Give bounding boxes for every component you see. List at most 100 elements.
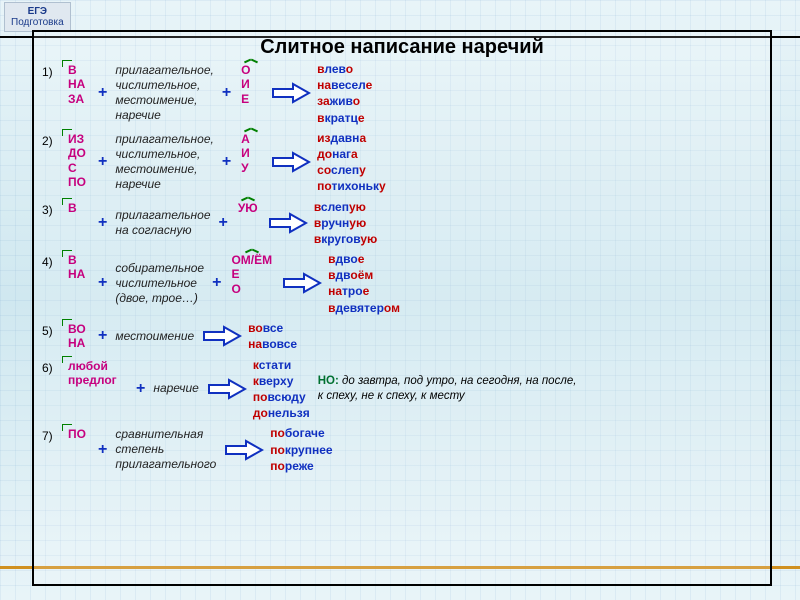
- suffix-box: АИУ: [237, 130, 265, 177]
- suffix-box: УЮ: [234, 199, 262, 217]
- example-word: донельзя: [253, 405, 310, 421]
- plus-icon: +: [92, 327, 113, 345]
- example-word: сослепу: [317, 162, 386, 178]
- example-word: кстати: [253, 357, 310, 373]
- content-frame: Слитное написание наречий 1)ВНАЗА+прилаг…: [32, 30, 772, 586]
- rule-row: 2)ИЗДОСПО+прилагательное,числительное,ме…: [42, 130, 762, 195]
- base-description: наречие: [151, 381, 201, 396]
- badge-line1: ЕГЭ: [11, 6, 64, 17]
- example-word: побогаче: [270, 425, 332, 441]
- rule-row: 4)ВНА+собирательноечислительное(двое, тр…: [42, 251, 762, 316]
- example-word: вручную: [314, 215, 377, 231]
- plus-icon: +: [206, 274, 227, 292]
- arrow-icon: [202, 325, 242, 347]
- badge-line2: Подготовка: [11, 17, 64, 28]
- suffix-item: И: [241, 77, 250, 91]
- arrow-icon: [271, 151, 311, 173]
- exception-note: НО: до завтра, под утро, на сегодня, на …: [318, 374, 578, 404]
- example-word: вовсе: [248, 320, 297, 336]
- row-number: 6): [42, 357, 64, 375]
- example-word: донага: [317, 146, 386, 162]
- example-word: издавна: [317, 130, 386, 146]
- prefix-box: ВНА: [64, 251, 92, 284]
- prefix-box: ПО: [64, 425, 92, 443]
- suffix-item: А: [241, 132, 250, 146]
- example-word: вслепую: [314, 199, 377, 215]
- suffix-item: ОМ/ЁМ: [231, 253, 272, 267]
- base-description: сравнительнаястепеньприлагательного: [113, 427, 218, 472]
- suffix-item: УЮ: [238, 201, 258, 215]
- rules-list: 1)ВНАЗА+прилагательное,числительное,мест…: [34, 59, 770, 474]
- example-word: кверху: [253, 373, 310, 389]
- base-description: местоимение: [113, 329, 196, 344]
- prefix-box: ВНАЗА: [64, 61, 92, 108]
- rule-row: 3)В+прилагательноена согласную+УЮ вслепу…: [42, 199, 762, 248]
- prefix-item: НА: [68, 267, 85, 281]
- plus-icon: +: [216, 84, 237, 102]
- examples: побогачепокрупнеепореже: [270, 425, 332, 474]
- plus-icon: +: [130, 380, 151, 398]
- example-word: натрое: [328, 283, 400, 299]
- suffix-item: О: [231, 282, 240, 296]
- prefix-box: В: [64, 199, 92, 217]
- examples: влевонавеселезаживовкратце: [317, 61, 372, 126]
- example-word: заживо: [317, 93, 372, 109]
- example-word: повсюду: [253, 389, 310, 405]
- rule-row: 5)ВОНА+местоимение вовсенавовсе: [42, 320, 762, 353]
- row-number: 5): [42, 320, 64, 338]
- arrow-icon: [271, 82, 311, 104]
- plus-icon: +: [92, 274, 113, 292]
- suffix-box: ОИЕ: [237, 61, 265, 108]
- prefix-item: предлог: [68, 373, 117, 387]
- base-description: прилагательное,числительное,местоимение,…: [113, 132, 215, 192]
- examples: вслепуювручнуювкруговую: [314, 199, 377, 248]
- row-number: 4): [42, 251, 64, 269]
- prefix-box: ИЗДОСПО: [64, 130, 92, 192]
- example-word: вдвое: [328, 251, 400, 267]
- prefix-item: ДО: [68, 146, 86, 160]
- prefix-item: ПО: [68, 175, 86, 189]
- suffix-item: И: [241, 146, 250, 160]
- prefix-box: ВОНА: [64, 320, 92, 353]
- arrow-icon: [268, 212, 308, 234]
- example-word: пореже: [270, 458, 332, 474]
- prefix-item: НА: [68, 77, 85, 91]
- examples: вдвоевдвоёмнатроевдевятером: [328, 251, 400, 316]
- row-number: 2): [42, 130, 64, 148]
- example-word: влево: [317, 61, 372, 77]
- prefix-item: ЗА: [68, 92, 84, 106]
- example-word: вкратце: [317, 110, 372, 126]
- example-word: покрупнее: [270, 442, 332, 458]
- example-word: навеселе: [317, 77, 372, 93]
- base-description: собирательноечислительное(двое, трое…): [113, 261, 206, 306]
- plus-icon: +: [92, 441, 113, 459]
- base-description: прилагательноена согласную: [113, 208, 212, 238]
- base-description: прилагательное,числительное,местоимение,…: [113, 63, 215, 123]
- app-badge: ЕГЭ Подготовка: [4, 2, 71, 32]
- page-title: Слитное написание наречий: [34, 36, 770, 59]
- row-number: 7): [42, 425, 64, 443]
- rule-row: 1)ВНАЗА+прилагательное,числительное,мест…: [42, 61, 762, 126]
- plus-icon: +: [92, 84, 113, 102]
- example-word: вдевятером: [328, 300, 400, 316]
- plus-icon: +: [92, 214, 113, 232]
- arrow-icon: [224, 439, 264, 461]
- example-word: вдвоём: [328, 267, 400, 283]
- plus-icon: +: [92, 153, 113, 171]
- example-word: потихоньку: [317, 178, 386, 194]
- example-word: вкруговую: [314, 231, 377, 247]
- suffix-item: Е: [241, 92, 249, 106]
- prefix-box: любойпредлог: [64, 357, 130, 390]
- suffix-item: Е: [231, 267, 239, 281]
- row-number: 3): [42, 199, 64, 217]
- arrow-icon: [282, 272, 322, 294]
- examples: вовсенавовсе: [248, 320, 297, 352]
- prefix-item: НА: [68, 336, 85, 350]
- arrow-icon: [207, 378, 247, 400]
- row-number: 1): [42, 61, 64, 79]
- examples: издавнадонагасослепупотихоньку: [317, 130, 386, 195]
- suffix-item: О: [241, 63, 250, 77]
- example-word: навовсе: [248, 336, 297, 352]
- plus-icon: +: [213, 214, 234, 232]
- examples: кстатикверхуповсюдудонельзя: [253, 357, 310, 422]
